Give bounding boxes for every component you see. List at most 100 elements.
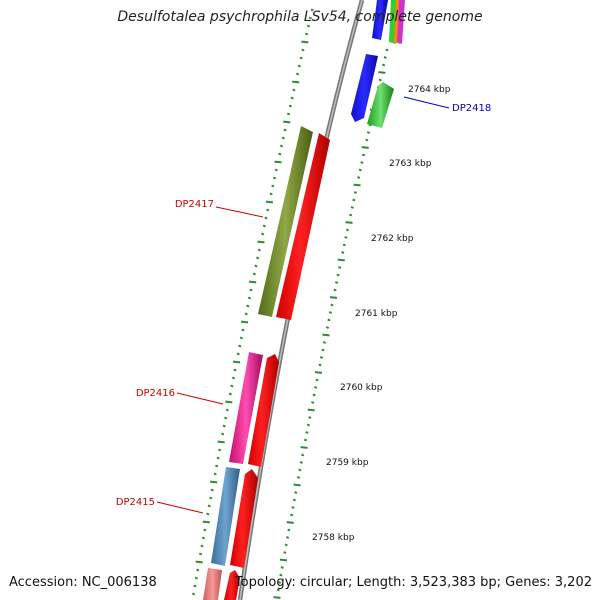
tick-mark-outer [337, 258, 345, 262]
tick-mark-inner [218, 448, 222, 452]
tick-mark-outer [285, 536, 290, 539]
feature-label-dp2418[interactable]: DP2418 [452, 103, 491, 114]
tick-mark-inner [262, 224, 266, 228]
tick-mark-inner [299, 56, 303, 60]
tick-mark-outer [303, 438, 308, 442]
tick-mark-inner [233, 368, 237, 372]
tick-mark-outer [345, 221, 353, 224]
tick-mark-outer [378, 71, 386, 74]
tick-mark-outer [322, 333, 330, 337]
tick-mark-outer [276, 588, 280, 592]
tick-mark-inner [199, 552, 203, 556]
tick-mark-inner [231, 376, 235, 380]
gene-block-top-multicolor-3 [397, 0, 405, 44]
tick-mark-inner [305, 32, 309, 36]
tick-mark-inner [290, 96, 294, 100]
scale-label: 2762 kbp [371, 234, 414, 244]
tick-mark-inner [292, 80, 300, 84]
tick-mark-inner [210, 488, 214, 492]
tick-mark-inner [274, 168, 278, 172]
tick-mark-inner [224, 416, 228, 420]
arrow-dp2415-strand [230, 469, 258, 568]
tick-mark-inner [206, 512, 210, 516]
tick-mark-inner [301, 40, 309, 44]
gene-block-dp2416 [229, 352, 263, 464]
tick-mark-outer [338, 266, 342, 269]
tick-mark-outer [381, 63, 386, 67]
scale-label: 2763 kbp [389, 159, 432, 169]
tick-mark-outer [300, 446, 308, 449]
tick-mark-inner [295, 72, 300, 76]
tick-mark-outer [280, 566, 284, 569]
tick-mark-inner [193, 584, 197, 588]
tick-mark-inner [272, 176, 277, 180]
tick-mark-outer [296, 476, 301, 479]
feature-label-dp2415[interactable]: DP2415 [116, 497, 155, 508]
tick-mark-inner [252, 272, 256, 276]
tick-mark-inner [306, 24, 311, 28]
tick-mark-outer [344, 236, 348, 239]
scale-label: 2761 kbp [355, 309, 398, 319]
tick-mark-inner [239, 336, 243, 340]
tick-mark-inner [221, 432, 225, 436]
feature-label-dp2416[interactable]: DP2416 [136, 388, 175, 399]
map-title: Desulfotalea psychrophila LSv54, complet… [117, 9, 483, 25]
tick-mark-inner [195, 560, 203, 564]
tick-mark-outer [333, 288, 337, 292]
tick-mark-inner [232, 360, 241, 364]
tick-mark-outer [277, 581, 282, 584]
tick-mark-outer [318, 363, 322, 367]
tick-mark-inner [230, 384, 234, 388]
tick-mark-inner [269, 192, 273, 196]
tick-mark-outer [335, 281, 339, 284]
tick-mark-outer [287, 528, 291, 532]
tick-mark-outer [294, 491, 298, 494]
tick-mark-inner [292, 88, 296, 92]
feature-label-dp2417[interactable]: DP2417 [175, 199, 214, 210]
tick-mark-outer [298, 468, 302, 472]
tick-mark-inner [266, 208, 270, 212]
tick-mark-outer [286, 521, 294, 524]
tick-mark-outer [361, 153, 366, 157]
tick-mark-inner [244, 312, 248, 316]
tick-mark-outer [308, 416, 312, 419]
scale-label: 2760 kbp [340, 383, 383, 393]
gene-block-dp2418 [367, 82, 394, 128]
tick-mark-inner [225, 408, 229, 412]
tick-mark-inner [228, 392, 232, 396]
tick-mark-inner [256, 256, 260, 260]
tick-mark-outer [361, 146, 369, 149]
tick-mark-inner [196, 568, 200, 572]
tick-mark-outer [314, 371, 323, 374]
tick-mark-inner [301, 48, 305, 52]
tick-mark-outer [357, 176, 361, 179]
tick-mark-outer [301, 453, 305, 457]
tick-mark-outer [336, 273, 340, 277]
tick-mark-inner [194, 576, 198, 580]
tick-mark-outer [311, 401, 315, 404]
tick-mark-outer [342, 243, 346, 247]
tick-mark-inner [200, 544, 204, 548]
tick-mark-outer [279, 558, 288, 562]
arrow-dp2417-strand [276, 133, 330, 320]
tick-mark-inner [241, 328, 245, 332]
scale-label: 2759 kbp [326, 458, 369, 468]
tick-mark-inner [261, 232, 265, 236]
tick-mark-outer [341, 251, 345, 254]
tick-mark-outer [305, 431, 309, 434]
tick-mark-outer [349, 213, 353, 217]
tick-mark-inner [203, 528, 207, 532]
gene-block-dp2417 [258, 126, 313, 317]
tick-mark-outer [319, 356, 324, 359]
tick-mark-inner [191, 592, 196, 596]
scale-label: 2764 kbp [408, 85, 451, 95]
tick-mark-inner [274, 160, 282, 164]
tick-mark-inner [238, 344, 242, 348]
tick-mark-outer [314, 386, 318, 389]
tick-mark-inner [288, 104, 292, 108]
tick-marks [191, 8, 389, 599]
tick-mark-inner [246, 304, 250, 308]
tick-mark-outer [283, 551, 287, 554]
tick-mark-outer [322, 341, 327, 344]
feature-labels: DP2418 DP2417 DP2416 DP2415 [116, 103, 491, 508]
